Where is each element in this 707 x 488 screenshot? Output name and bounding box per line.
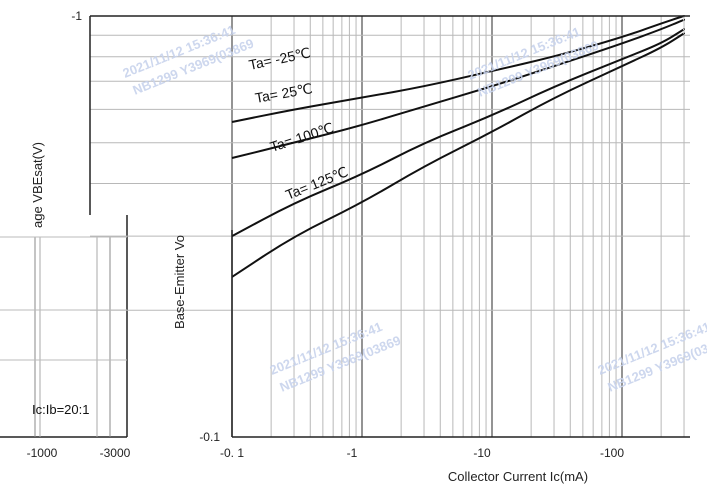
series-labels: Ta= -25℃Ta= 25℃Ta= 100℃Ta= 125℃ bbox=[247, 44, 350, 203]
ratio-annotation: Ic:Ib=20:1 bbox=[32, 402, 89, 417]
horizontal-grid bbox=[90, 34, 690, 311]
series-line bbox=[231, 32, 686, 278]
x-tick-label: -1 bbox=[347, 446, 358, 460]
left-tick: -3000 bbox=[100, 446, 131, 460]
left-fragment-bg bbox=[0, 215, 127, 437]
left-fragment-plot: age VBEsat(V) -1000 -3000 bbox=[0, 142, 131, 460]
series-group bbox=[231, 14, 686, 278]
series-line bbox=[231, 18, 686, 159]
series-line bbox=[231, 14, 686, 123]
left-tick: -1000 bbox=[27, 446, 58, 460]
x-axis-label: Collector Current Ic(mA) bbox=[448, 469, 588, 484]
x-tick-label: -100 bbox=[600, 446, 624, 460]
x-tick-label: -0. 1 bbox=[220, 446, 244, 460]
series-label: Ta= -25℃ bbox=[247, 44, 312, 73]
x-tick-label: -10 bbox=[473, 446, 491, 460]
y-tick-label: -1 bbox=[71, 9, 82, 23]
y-tick-label: -0.1 bbox=[199, 430, 220, 444]
ylabel-fragment-bottom: Base-Emitter Vo bbox=[172, 235, 187, 329]
vertical-grid bbox=[231, 16, 685, 437]
watermarks: 2021/11/12 15:36:41 NB1299 Y3969(03869 2… bbox=[121, 22, 707, 395]
series-line bbox=[231, 28, 686, 237]
main-plot: Ta= -25℃Ta= 25℃Ta= 100℃Ta= 125℃ -1 -0.1 … bbox=[32, 9, 690, 484]
series-label: Ta= 25℃ bbox=[254, 80, 314, 106]
series-label: Ta= 100℃ bbox=[268, 119, 336, 155]
ylabel-fragment-left: age VBEsat(V) bbox=[30, 142, 45, 228]
